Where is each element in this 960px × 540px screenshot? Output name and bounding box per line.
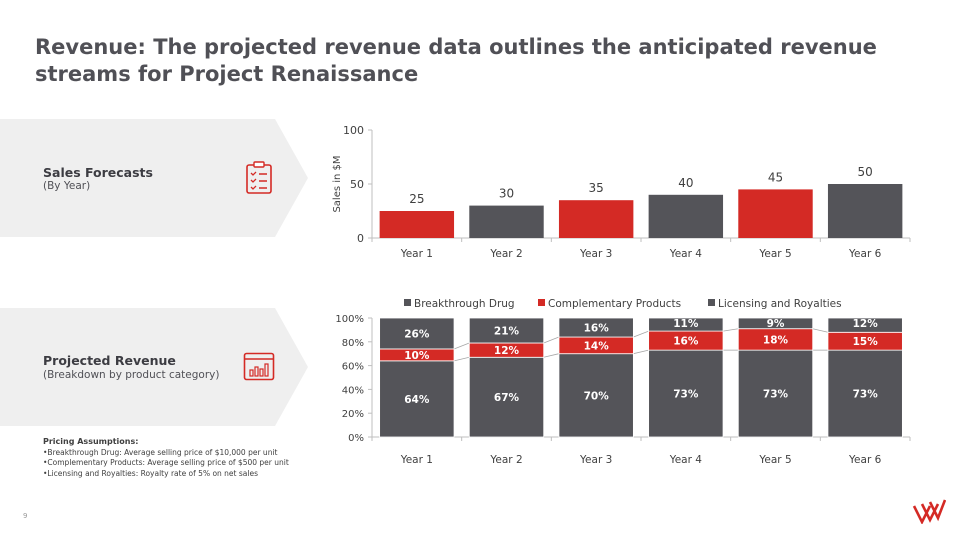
data-label: 25: [409, 192, 424, 206]
data-label: 16%: [584, 323, 610, 335]
data-label: 67%: [494, 392, 520, 404]
legend-label: Licensing and Royalties: [718, 298, 842, 310]
brand-logo-icon: [912, 499, 946, 524]
checklist-icon: [246, 161, 272, 194]
legend-label: Breakthrough Drug: [414, 298, 515, 310]
y-tick-label: 0: [357, 232, 364, 245]
data-label: 21%: [494, 325, 520, 337]
bar: [379, 211, 455, 238]
series-line: [453, 342, 470, 350]
projected-revenue-banner: Projected Revenue (Breakdown by product …: [0, 308, 310, 426]
data-label: 11%: [673, 318, 699, 330]
y-tick-label: 80%: [342, 338, 364, 349]
data-label: 73%: [853, 389, 879, 401]
y-axis-label: Sales in $M: [332, 155, 343, 212]
data-label: 18%: [763, 334, 789, 346]
page-title: Revenue: The projected revenue data outl…: [35, 35, 877, 86]
data-label: 16%: [673, 336, 699, 348]
stacked-bar-segment: [827, 349, 903, 438]
data-label: 35: [589, 181, 604, 195]
data-label: 15%: [853, 336, 879, 348]
series-line: [633, 330, 649, 338]
x-tick-label: Year 6: [848, 248, 882, 260]
legend-swatch: [404, 299, 411, 306]
banner-chevron-shape: [0, 119, 308, 237]
stacked-bar-segment: [379, 360, 455, 438]
data-label: 14%: [584, 340, 610, 352]
x-tick-label: Year 3: [579, 248, 612, 260]
stacked-bar-segment: [468, 356, 545, 438]
pricing-item: •Licensing and Royalties: Royalty rate o…: [43, 468, 258, 478]
y-tick-label: 0%: [348, 433, 364, 444]
sales-forecasts-banner: Sales Forecasts (By Year): [0, 119, 310, 237]
bar-chart-window-icon: [243, 352, 275, 381]
y-tick-label: 50: [350, 178, 364, 191]
data-label: 73%: [763, 389, 789, 401]
series-line: [543, 336, 560, 344]
series-line: [543, 353, 560, 358]
data-label: 70%: [584, 390, 610, 402]
stacked-bar-segment: [827, 317, 903, 333]
bar: [648, 194, 724, 238]
stacked-bar-segment: [737, 349, 814, 438]
stacked-bar-segment: [648, 317, 724, 332]
series-line: [812, 328, 829, 333]
pricing-assumptions-heading: Pricing Assumptions:: [43, 437, 139, 446]
stacked-bar-segment: [468, 317, 545, 344]
bar: [738, 189, 813, 238]
data-label: 26%: [404, 328, 430, 340]
y-tick-label: 40%: [342, 385, 364, 396]
series-line: [722, 328, 739, 332]
x-tick-label: Year 6: [848, 454, 882, 466]
data-label: 12%: [853, 318, 879, 330]
y-tick-label: 60%: [342, 362, 364, 373]
data-label: 50: [858, 165, 873, 179]
data-label: 40: [678, 176, 693, 190]
pricing-assumptions: Pricing Assumptions: •Breakthrough Drug:…: [43, 437, 343, 479]
x-tick-label: Year 4: [669, 248, 703, 260]
series-line: [633, 349, 649, 355]
y-tick-label: 20%: [342, 409, 364, 420]
data-label: 30: [499, 187, 514, 201]
legend-swatch: [708, 299, 715, 306]
banner-chevron-shape: [0, 308, 308, 426]
sales-forecast-chart: 0 50 100 Sales in $M 25 Year 1 30 Year 2 35 Year …: [332, 124, 911, 260]
stacked-bar-segment: [379, 317, 455, 350]
legend-label: Complementary Products: [548, 298, 681, 310]
pricing-assumptions-list: •Breakthrough Drug: Average selling pric…: [43, 448, 343, 480]
data-label: 12%: [494, 345, 520, 357]
data-label: 45: [768, 170, 783, 184]
banner-title: Projected Revenue: [43, 353, 176, 368]
page-number: 9: [23, 512, 28, 520]
x-tick-label: Year 2: [489, 248, 522, 260]
data-label: 64%: [404, 394, 430, 406]
x-tick-label: Year 1: [400, 248, 433, 260]
data-label: 10%: [404, 350, 430, 362]
data-label: 73%: [673, 389, 699, 401]
stacked-bar-segment: [648, 349, 724, 438]
bar: [469, 205, 544, 238]
pricing-item: •Complementary Products: Average selling…: [43, 458, 289, 467]
y-tick-label: 100%: [335, 314, 364, 325]
banner-subtitle: (By Year): [43, 180, 91, 192]
pricing-item: •Breakthrough Drug: Average selling pric…: [43, 447, 278, 457]
banner-title: Sales Forecasts: [43, 165, 153, 180]
stacked-bar-segment: [737, 317, 814, 330]
x-tick-label: Year 3: [579, 454, 612, 466]
banner-subtitle: (Breakdown by product category): [43, 369, 220, 381]
data-label: 9%: [767, 318, 785, 330]
x-tick-label: Year 1: [400, 454, 433, 466]
bar: [827, 184, 903, 238]
x-tick-label: Year 5: [758, 248, 791, 260]
legend-swatch: [538, 299, 545, 306]
y-tick-label: 100: [343, 124, 364, 137]
x-tick-label: Year 2: [489, 454, 522, 466]
revenue-breakdown-chart: Breakthrough Drug Complementary Products L…: [335, 298, 911, 466]
series-line: [453, 356, 470, 362]
bar: [558, 200, 634, 238]
stacked-bar-segment: [558, 317, 634, 338]
x-tick-label: Year 4: [669, 454, 703, 466]
x-tick-label: Year 5: [758, 454, 791, 466]
stacked-bar-segment: [558, 353, 634, 438]
